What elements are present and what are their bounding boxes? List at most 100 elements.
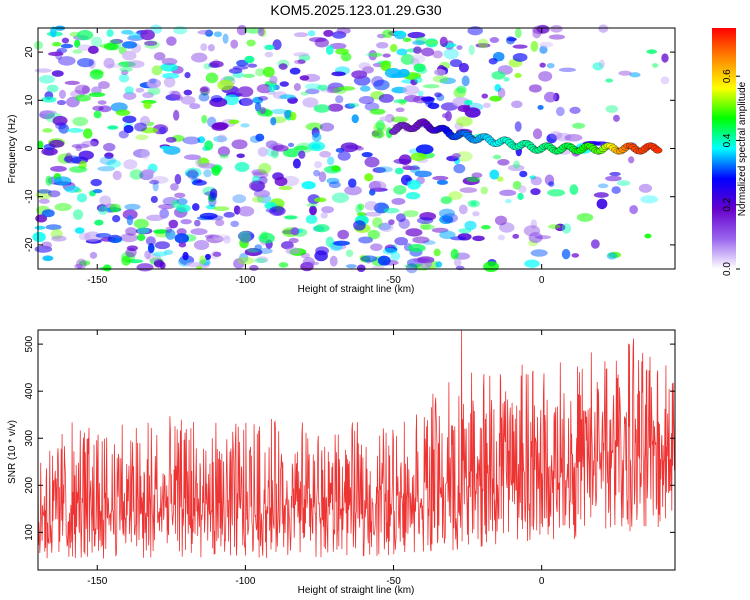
spectrogram-cell bbox=[456, 85, 467, 94]
spectrogram-cell bbox=[257, 27, 265, 37]
spectrogram-cell bbox=[425, 260, 432, 268]
spectrogram-cell bbox=[219, 154, 229, 159]
x-tick-label: -50 bbox=[386, 576, 401, 587]
spectrogram-cell bbox=[353, 220, 366, 231]
spectrogram-cell bbox=[357, 203, 365, 211]
spectrogram-cell bbox=[532, 25, 550, 35]
spectrogram-cell bbox=[548, 224, 561, 229]
spectrogram-cell bbox=[361, 151, 373, 158]
spectrogram-cell bbox=[539, 41, 554, 48]
spectrogram-cell bbox=[146, 78, 162, 89]
spectrogram-cell bbox=[151, 176, 169, 184]
spectrogram-cell bbox=[458, 204, 468, 215]
spectrogram-cell bbox=[416, 66, 428, 75]
spectrogram-cell bbox=[326, 177, 340, 185]
spectrogram-cell bbox=[319, 150, 332, 158]
spectrogram-cell bbox=[236, 153, 245, 159]
spectrogram-cell bbox=[461, 75, 470, 87]
spectrogram-cell bbox=[497, 159, 510, 166]
spectrogram-cell bbox=[199, 212, 218, 220]
spectrogram-cell bbox=[377, 255, 391, 266]
spectrogram-cell bbox=[244, 55, 255, 64]
spectrogram-cell bbox=[195, 157, 202, 167]
spectrogram-cell bbox=[45, 224, 62, 230]
spectrogram-cell bbox=[104, 152, 114, 159]
spectrogram-cell bbox=[123, 124, 134, 134]
spectrogram-cell bbox=[270, 117, 277, 126]
colorbar: 0.0 0.2 0.4 0.6 Normalized spectral amplitu… bbox=[712, 28, 748, 276]
spectrogram-cell bbox=[628, 156, 635, 164]
spectrogram-cell bbox=[609, 171, 621, 177]
colorbar-gradient bbox=[712, 28, 736, 269]
spectrogram-cell bbox=[512, 52, 528, 62]
spectrogram-cell bbox=[331, 71, 346, 77]
spectrogram-cell bbox=[99, 195, 112, 206]
spectrogram-cell bbox=[184, 71, 191, 79]
colorbar-tick-label: 0.4 bbox=[722, 133, 733, 147]
spectrogram-cell bbox=[166, 36, 177, 46]
spectrogram-cell bbox=[369, 108, 386, 115]
spectrogram-cell bbox=[213, 31, 223, 38]
snr-series-line bbox=[37, 329, 676, 559]
spectrogram-cell bbox=[514, 72, 522, 79]
spectrogram-cell bbox=[106, 159, 121, 168]
spectrogram-cell bbox=[393, 158, 411, 164]
spectrogram-cell bbox=[153, 229, 168, 234]
spectrogram-cell bbox=[272, 39, 282, 51]
spectrogram-cell bbox=[472, 211, 480, 217]
spectrogram-cell bbox=[185, 261, 204, 268]
spectrogram-cell bbox=[414, 170, 432, 178]
spectrogram-cell bbox=[251, 169, 267, 176]
spectrogram-cell bbox=[417, 256, 435, 264]
spectrogram-cell bbox=[306, 202, 318, 208]
spectrogram-cell bbox=[549, 131, 563, 140]
spectrogram-cell bbox=[238, 98, 254, 106]
spectrogram-cell bbox=[98, 81, 110, 90]
spectrogram-cell bbox=[228, 67, 243, 74]
spectrogram-cell bbox=[528, 232, 543, 243]
spectrogram-cell bbox=[617, 180, 631, 187]
spectrogram-cell bbox=[358, 95, 375, 105]
spectrogram-y-label: Frequency (Hz) bbox=[7, 115, 18, 184]
spectrogram-cell bbox=[241, 96, 254, 107]
spectrogram-cell bbox=[494, 83, 502, 92]
spectrogram-cell bbox=[103, 57, 115, 69]
spectrogram-cell bbox=[320, 212, 328, 219]
spectrogram-cell bbox=[124, 203, 141, 211]
spectrogram-cell bbox=[305, 214, 318, 224]
spectrogram-cell bbox=[598, 24, 609, 33]
spectrogram-cell bbox=[258, 232, 275, 244]
spectrogram-cell bbox=[197, 136, 206, 144]
spectrogram-cell bbox=[618, 70, 632, 76]
spectrogram-cell bbox=[393, 99, 408, 104]
spectrogram-cell bbox=[76, 29, 94, 41]
spectrogram-cell bbox=[191, 52, 208, 63]
snr-y-label: SNR (10 * v/v) bbox=[7, 420, 18, 484]
spectrogram-cell bbox=[207, 215, 224, 221]
y-tick-label: 10 bbox=[24, 94, 35, 106]
spectrogram-cell bbox=[337, 229, 349, 240]
spectrogram-cell bbox=[368, 180, 387, 192]
spectrogram-cell bbox=[546, 63, 555, 69]
spectrogram-cell bbox=[193, 239, 210, 250]
spectrogram-cell bbox=[174, 233, 189, 244]
spectrogram-cell bbox=[593, 192, 609, 198]
spectrogram-cell bbox=[217, 79, 234, 91]
y-tick-label: 0 bbox=[24, 145, 35, 151]
spectrogram-cell bbox=[384, 68, 402, 79]
spectrogram-cell bbox=[445, 110, 452, 122]
spectrogram-cell bbox=[257, 248, 273, 255]
spectrogram-cell bbox=[301, 181, 316, 190]
spectrogram-cell bbox=[178, 242, 187, 248]
y-tick-label: 400 bbox=[24, 382, 35, 399]
spectrogram-cell bbox=[513, 160, 520, 169]
spectrogram-cell bbox=[52, 41, 62, 47]
spectrogram-cell bbox=[475, 43, 491, 48]
spectrogram-cell bbox=[173, 109, 180, 121]
spectrogram-cell bbox=[505, 36, 516, 45]
spectrogram-cell bbox=[207, 44, 215, 52]
spectrogram-cell bbox=[237, 86, 254, 98]
spectrogram-cell bbox=[300, 91, 310, 96]
spectrogram-cell bbox=[358, 62, 371, 70]
